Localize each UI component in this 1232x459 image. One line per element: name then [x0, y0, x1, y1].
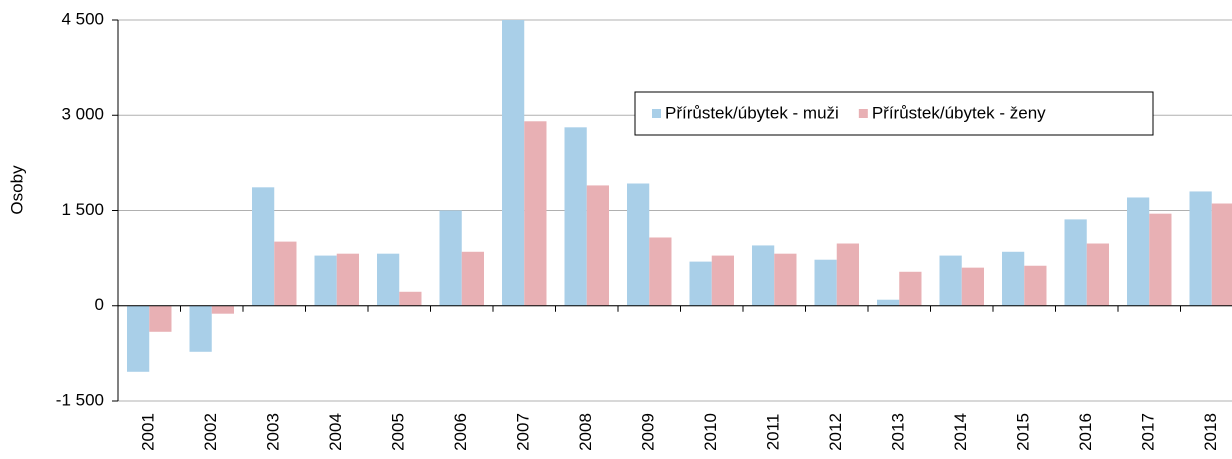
bar	[774, 253, 797, 306]
x-tick-label: 2005	[389, 413, 408, 451]
bar	[1189, 191, 1212, 306]
legend-swatch	[858, 109, 868, 118]
x-tick-label: 2009	[639, 413, 658, 451]
bar	[189, 305, 212, 352]
legend-label: Přírůstek/úbytek - ženy	[872, 103, 1046, 122]
y-tick-label: 0	[95, 295, 104, 314]
y-tick-label: 1 500	[61, 200, 104, 219]
bar	[1086, 243, 1109, 306]
y-tick-label: 4 500	[61, 9, 104, 28]
bar	[1002, 251, 1025, 306]
bar	[1149, 213, 1172, 306]
bar	[877, 299, 900, 306]
bar	[314, 255, 337, 306]
bar	[336, 253, 359, 306]
bar	[439, 210, 462, 306]
x-tick-label: 2010	[701, 413, 720, 451]
bar	[211, 305, 234, 314]
bar	[649, 237, 672, 306]
bar	[1211, 203, 1232, 306]
bar	[711, 255, 734, 306]
bar	[586, 185, 609, 306]
legend-swatch	[652, 109, 661, 118]
x-tick-label: 2001	[139, 413, 158, 451]
x-tick-label: 2011	[764, 414, 783, 451]
bar	[502, 20, 525, 306]
bar	[939, 255, 962, 306]
x-tick-label: 2008	[576, 413, 595, 451]
bar	[814, 259, 837, 306]
bar	[377, 253, 400, 306]
bar	[836, 243, 859, 306]
bar	[149, 305, 172, 332]
x-tick-label: 2015	[1014, 413, 1033, 451]
bar	[274, 241, 297, 306]
bar	[524, 121, 547, 306]
bar	[752, 245, 775, 306]
x-tick-label: 2012	[826, 413, 845, 451]
bar	[1064, 219, 1087, 306]
bar	[1127, 197, 1150, 306]
bar	[961, 267, 984, 306]
bar	[899, 271, 922, 306]
x-tick-label: 2017	[1139, 413, 1158, 451]
x-tick-label: 2013	[889, 413, 908, 451]
y-tick-label: 3 000	[61, 105, 104, 124]
bar	[627, 183, 650, 306]
bar	[399, 291, 422, 306]
legend: Přírůstek/úbytek - muži Přírůstek/úbytek …	[634, 91, 1154, 136]
bar	[461, 251, 484, 306]
bar	[564, 127, 587, 306]
x-tick-label: 2018	[1201, 413, 1220, 451]
y-axis-label: Osoby	[7, 165, 26, 215]
x-tick-label: 2002	[201, 413, 220, 451]
legend-box	[634, 91, 1154, 136]
x-tick-label: 2016	[1076, 413, 1095, 451]
bar	[127, 305, 150, 372]
y-tick-label: -1 500	[56, 390, 104, 409]
x-tick-label: 2006	[451, 413, 470, 451]
legend-label: Přírůstek/úbytek - muži	[665, 103, 839, 122]
x-tick-label: 2014	[951, 413, 970, 451]
x-tick-label: 2004	[326, 413, 345, 451]
bar	[252, 187, 275, 306]
x-tick-label: 2007	[514, 413, 533, 451]
bar	[1024, 265, 1047, 306]
bar	[689, 261, 712, 306]
x-tick-label: 2003	[264, 413, 283, 451]
